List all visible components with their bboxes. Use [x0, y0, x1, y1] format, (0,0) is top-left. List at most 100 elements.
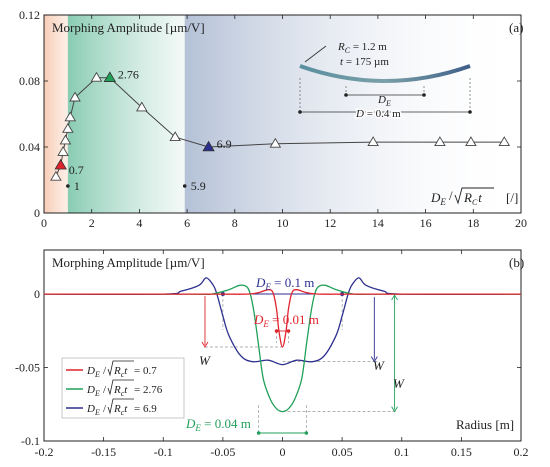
- x-tick-label-a-10: 20: [515, 216, 527, 230]
- legend-entry-1: DE / Rct = 2.76: [66, 379, 163, 398]
- x-tick-label-a-5: 10: [277, 216, 289, 230]
- svg-text:Rct: Rct: [113, 384, 128, 398]
- y-tick-label-a-1: 0.04: [19, 140, 40, 154]
- x-tick-label-a-7: 14: [372, 216, 384, 230]
- span-de-0-04-start: [256, 431, 261, 435]
- series-b: [43, 277, 522, 413]
- data-point-a-9: [135, 101, 148, 112]
- x-tick-label-a-2: 4: [136, 216, 142, 230]
- y-tick-label-a-0: 0: [34, 206, 40, 220]
- arrow-w-green-head-top: [391, 294, 398, 301]
- svg-text:[/]: [/]: [506, 190, 518, 205]
- inset-de-label: DE: [377, 94, 391, 108]
- svg-text:/: /: [103, 403, 107, 415]
- svg-text:DE = 0.1 m: DE = 0.1 m: [255, 275, 314, 292]
- annotation-de-0-04: DE = 0.04 m: [185, 416, 251, 433]
- svg-text:DE = 0.01 m: DE = 0.01 m: [253, 312, 319, 329]
- data-point-a-3: [59, 134, 72, 145]
- x-tick-label-b-3: -0.05: [210, 445, 235, 459]
- y-tick-label-a-3: 0.12: [19, 8, 40, 22]
- legend-entry-2-value: = 6.9: [134, 403, 157, 415]
- x-tick-label-a-0: 0: [41, 216, 47, 230]
- x-tick-label-b-6: 0.1: [394, 445, 409, 459]
- x-axis-label-b: Radius [m]: [456, 417, 514, 432]
- data-point-a-12: [269, 137, 282, 148]
- svg-text:DE: DE: [86, 403, 100, 417]
- annotation-w-red: W: [199, 353, 211, 368]
- highlight-point-2: [202, 140, 215, 152]
- region-marker-label-1: 5.9: [191, 179, 206, 193]
- svg-text:/: /: [103, 384, 107, 396]
- region-markers-a: 1 5.9: [66, 179, 206, 193]
- annotation-de-0-1: DE = 0.1 m: [255, 275, 314, 292]
- plate-schematic-inset: RC = 1.2 m t = 175 µm DE D = 0.4 m: [298, 41, 472, 122]
- svg-text:DE: DE: [86, 384, 100, 398]
- data-point-a-7: [90, 71, 103, 82]
- data-point-a-10: [169, 131, 181, 142]
- highlight-label-2: 6.9: [217, 137, 232, 151]
- annotation-de-0-01: DE = 0.01 m: [253, 312, 319, 329]
- highlight-point-1: [103, 71, 117, 82]
- panel-b-title: Morphing Amplitude [µm/V]: [52, 255, 205, 270]
- data-point-a-4: [62, 122, 74, 133]
- data-point-a-6: [69, 91, 81, 102]
- region-red: [44, 15, 68, 213]
- x-tick-label-b-4: 0: [280, 445, 286, 459]
- svg-text:DE = 0.04 m: DE = 0.04 m: [185, 416, 251, 433]
- highlight-point-0: [54, 158, 67, 170]
- x-tick-label-a-6: 12: [324, 216, 336, 230]
- x-tick-label-b-5: 0.05: [332, 445, 353, 459]
- arrow-w-blue-head: [370, 356, 378, 363]
- x-axis-label-a: DE / RCt [/]: [430, 187, 518, 207]
- data-point-a-16: [498, 136, 511, 146]
- y-tick-label-b-0: -0.1: [21, 434, 40, 448]
- inset-rc-label: RC = 1.2 m: [337, 41, 387, 55]
- ticks-b: -0.2 -0.15 -0.1 -0.05 0 0.05 0.1 0.15 0.2 -0.1 -0.…: [15, 250, 529, 459]
- x-tick-label-a-4: 8: [232, 216, 238, 230]
- data-point-a-5: [64, 111, 77, 122]
- x-tick-label-a-1: 2: [89, 216, 95, 230]
- x-tick-label-b-0: -0.2: [35, 445, 54, 459]
- svg-text:Rct: Rct: [113, 403, 128, 417]
- x-tick-label-a-9: 18: [467, 216, 479, 230]
- legend-entry-0-value: = 0.7: [134, 365, 157, 377]
- x-tick-label-b-7: 0.15: [451, 445, 472, 459]
- data-point-a-0: [50, 170, 62, 181]
- arrow-w-red-head: [201, 341, 209, 348]
- x-tick-label-b-8: 0.2: [514, 445, 529, 459]
- region-blue: [184, 15, 521, 213]
- svg-text:Rct: Rct: [113, 365, 128, 379]
- svg-text:/: /: [103, 365, 107, 377]
- panel-b: -0.2 -0.15 -0.1 -0.05 0 0.05 0.1 0.15 0.2 -0.1 -0.…: [15, 249, 529, 459]
- legend-entry-0: DE / Rct = 0.7: [66, 360, 157, 379]
- x-tick-label-a-8: 16: [420, 216, 432, 230]
- region-marker-dot-1: [182, 184, 187, 188]
- data-point-a-13: [367, 136, 379, 146]
- svg-text:DE: DE: [430, 190, 446, 207]
- x-tick-label-b-2: -0.1: [154, 445, 173, 459]
- region-marker-dot-0: [66, 184, 70, 188]
- legend-entry-2: DE / Rct = 6.9: [66, 398, 157, 417]
- data-point-a-15: [465, 136, 477, 146]
- region-marker-label-0: 1: [74, 179, 80, 193]
- svg-text:DE: DE: [86, 365, 100, 379]
- series-b-1: [44, 284, 521, 413]
- region-green: [67, 15, 185, 213]
- arrow-w-green-head-bottom: [391, 406, 398, 413]
- series-b-2: [43, 277, 522, 366]
- highlight-label-0: 0.7: [69, 163, 84, 177]
- span-de-0-04-end: [304, 431, 309, 435]
- data-point-a-14: [434, 136, 446, 146]
- x-tick-label-b-1: -0.15: [91, 445, 116, 459]
- panel-a-label: (a): [509, 20, 523, 35]
- y-tick-label-a-2: 0.08: [19, 74, 40, 88]
- inset-t-label: t = 175 µm: [340, 56, 389, 68]
- svg-text:RCt: RCt: [463, 190, 482, 207]
- x-tick-label-a-3: 6: [184, 216, 190, 230]
- legend-b: DE / Rct = 0.7 DE / Rct = 2.76 DE / Rct: [61, 357, 185, 419]
- span-de-0-01-start: [274, 329, 279, 333]
- span-de-0-01-end: [286, 329, 291, 333]
- highlight-label-1: 2.76: [118, 68, 139, 82]
- inset-d-label: D = 0.4 m: [355, 108, 401, 120]
